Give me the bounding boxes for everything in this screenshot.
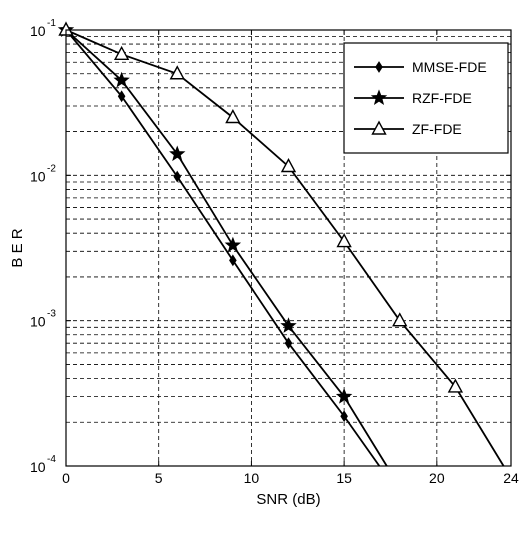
legend: MMSE-FDE RZF-FDE ZF-FDE: [343, 42, 509, 154]
data-point: [225, 109, 241, 124]
series-line: [65, 29, 381, 467]
data-point: [113, 71, 130, 88]
data-point: [117, 90, 126, 103]
y-tick-base: 10: [30, 168, 46, 184]
data-point: [173, 170, 182, 183]
y-axis-label: B E R: [9, 228, 26, 267]
data-point: [447, 378, 464, 393]
data-point: [169, 145, 186, 162]
y-tick-label: 10 -1: [30, 18, 56, 39]
data-point: [224, 236, 242, 253]
data-point: [340, 410, 348, 423]
data-point: [336, 233, 352, 248]
data-point: [169, 65, 185, 80]
data-point: [392, 312, 408, 327]
x-tick-label: 10: [244, 470, 260, 486]
legend-label: MMSE-FDE: [412, 59, 487, 75]
y-tick-label: 10 -2: [30, 163, 56, 184]
y-tick-exponent: -1: [47, 18, 56, 29]
data-point: [113, 45, 130, 61]
axis-ticks: [65, 29, 512, 467]
data-point: [280, 317, 297, 333]
y-tick-base: 10: [30, 314, 46, 330]
y-tick-labels: 10-410-310-210-1: [30, 18, 56, 475]
x-tick-labels: 0 5 10 15 20 24: [62, 470, 519, 486]
legend-marker: [375, 61, 383, 73]
legend-label: RZF-FDE: [412, 90, 472, 106]
y-tick-exponent: -2: [47, 163, 56, 174]
y-tick-exponent: -3: [47, 309, 56, 320]
x-tick-label: 5: [155, 470, 163, 486]
x-tick-label: 24: [503, 470, 519, 486]
data-point: [280, 158, 297, 173]
y-tick-exponent: -4: [47, 454, 56, 465]
legend-marker: [371, 120, 387, 135]
y-tick-base: 10: [30, 23, 46, 39]
data-point: [335, 388, 353, 404]
legend-marker: [370, 89, 388, 105]
series-mmse-fde: [62, 24, 381, 467]
data-point: [229, 254, 237, 267]
legend-item: MMSE-FDE: [354, 59, 487, 75]
series-zf-fde: [58, 21, 505, 467]
plot-frame: [65, 29, 512, 467]
x-axis-label: SNR (dB): [256, 491, 320, 508]
y-tick-label: 10 -4: [30, 454, 56, 475]
x-tick-label: 20: [429, 470, 445, 486]
data-point: [284, 337, 293, 350]
x-tick-label: 15: [336, 470, 352, 486]
y-tick-label: 10 -3: [30, 309, 56, 330]
y-tick-base: 10: [30, 459, 46, 475]
x-tick-label: 0: [62, 470, 70, 486]
series-layer: [57, 21, 505, 467]
legend-label: ZF-FDE: [412, 121, 462, 137]
series-line: [65, 29, 388, 467]
legend-item: ZF-FDE: [354, 120, 462, 137]
legend-item: RZF-FDE: [354, 89, 472, 106]
